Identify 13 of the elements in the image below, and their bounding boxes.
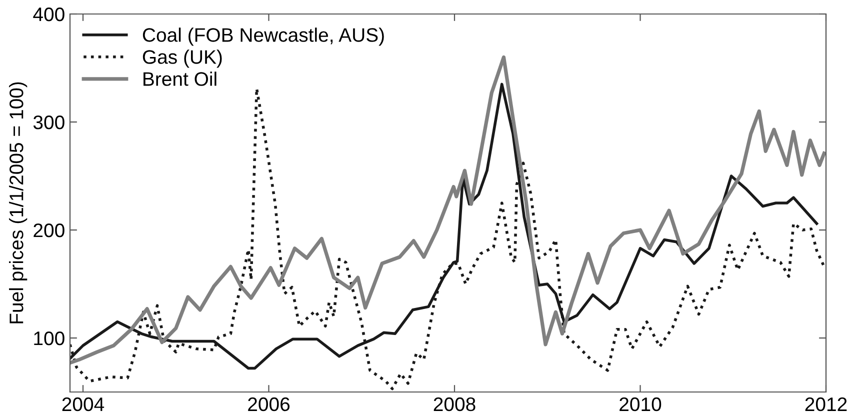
x-tick-label: 2004	[62, 397, 104, 412]
y-tick-label: 100	[34, 331, 64, 346]
y-tick-label: 400	[33, 7, 64, 22]
x-tick-label: 2012	[805, 397, 847, 412]
y-tick-label: 200	[34, 223, 64, 238]
y-axis-title: Fuel prices (1/1/2005 = 100)	[9, 82, 28, 324]
legend-label: Coal (FOB Newcastle, AUS)	[142, 28, 384, 46]
x-tick-label: 2010	[620, 397, 662, 412]
x-tick-label: 2008	[434, 397, 476, 412]
y-tick-label: 300	[33, 115, 64, 130]
legend-label: Gas (UK)	[142, 50, 222, 68]
legend-label: Brent Oil	[144, 72, 216, 86]
x-tick-label: 2006	[248, 397, 290, 412]
